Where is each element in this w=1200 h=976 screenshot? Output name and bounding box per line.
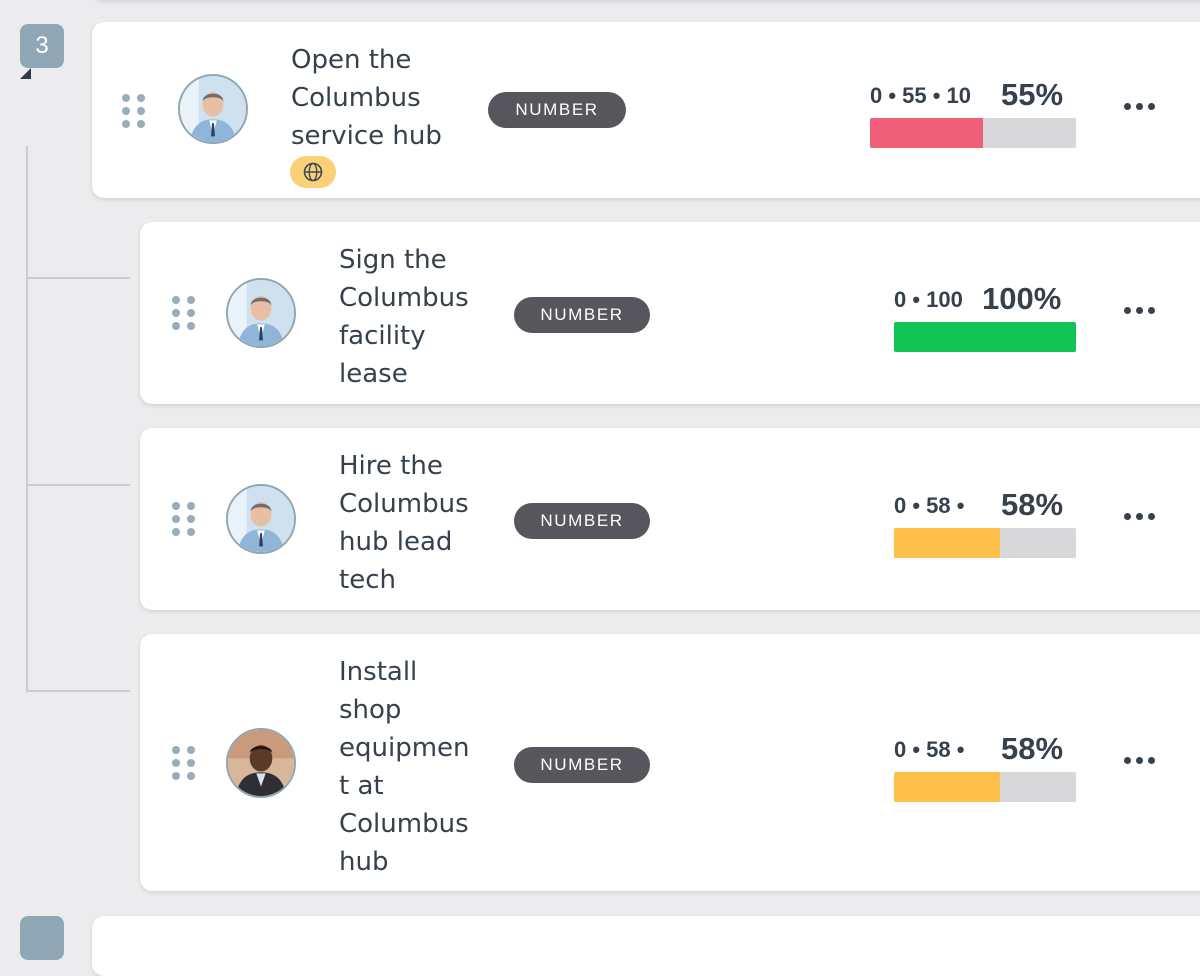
subgoal-title-line: equipmen	[339, 733, 470, 763]
progress-range: 0 • 100	[894, 287, 963, 312]
progress-bar[interactable]	[870, 118, 1076, 148]
owner-avatar[interactable]	[226, 278, 296, 348]
subgoal-card[interactable]	[140, 222, 1200, 404]
subgoal-title-line: hub lead	[339, 527, 453, 557]
subgoal-title-line: Columbus	[339, 489, 469, 519]
public-visibility-badge[interactable]	[290, 156, 336, 188]
tree-branch	[26, 277, 130, 279]
more-options-icon[interactable]	[1124, 513, 1155, 520]
progress-range: 0 • 58 •	[894, 737, 965, 762]
owner-avatar[interactable]	[226, 728, 296, 798]
owner-avatar[interactable]	[226, 484, 296, 554]
progress-percent: 55%	[1001, 77, 1064, 112]
subgoal-title-line: tech	[339, 565, 396, 595]
subgoal-title-line: t at	[339, 771, 384, 801]
progress-bar[interactable]	[894, 772, 1076, 802]
drag-handle-icon[interactable]	[172, 746, 195, 780]
subgoal-title-line: Hire the	[339, 451, 443, 481]
progress-bar-fill	[894, 322, 1076, 352]
progress-range: 0 • 58 •	[894, 493, 965, 518]
subgoal-title[interactable]: Sign the Columbus facility lease	[339, 241, 469, 393]
subgoal-title-line: Columbus	[339, 283, 469, 313]
subgoal-title[interactable]: Install shop equipmen t at Columbus hub	[339, 653, 470, 881]
metric-type-pill: NUMBER	[488, 92, 626, 128]
metric-type-pill: NUMBER	[514, 503, 650, 539]
goal-title-line: Open the	[291, 45, 412, 75]
drag-handle-icon[interactable]	[122, 94, 145, 128]
next-card	[92, 916, 1200, 976]
drag-handle-icon[interactable]	[172, 502, 195, 536]
subgoal-card[interactable]	[140, 428, 1200, 610]
globe-icon	[303, 162, 323, 182]
metric-type-pill: NUMBER	[514, 297, 650, 333]
progress-bar[interactable]	[894, 322, 1076, 352]
subgoal-title-line: Sign the	[339, 245, 447, 275]
progress-bar-fill	[870, 118, 984, 148]
goal-title[interactable]: Open the Columbus service hub	[291, 41, 442, 155]
progress-percent: 100%	[982, 281, 1062, 316]
goal-card[interactable]	[92, 22, 1200, 198]
goal-title-line: Columbus	[291, 83, 421, 113]
drag-handle-icon[interactable]	[172, 296, 195, 330]
progress-bar-fill	[894, 772, 1000, 802]
tree-branch	[26, 690, 130, 692]
subgoal-title-line: Install	[339, 657, 418, 687]
tree-connector	[26, 146, 28, 692]
owner-avatar[interactable]	[178, 74, 248, 144]
item-number-badge[interactable]: 3	[20, 24, 64, 68]
subgoal-title-line: shop	[339, 695, 402, 725]
collapse-toggle-icon[interactable]	[20, 68, 31, 79]
more-options-icon[interactable]	[1124, 307, 1155, 314]
goal-title-line: service hub	[291, 121, 442, 151]
tree-branch	[26, 484, 130, 486]
progress-range: 0 • 55 • 10	[870, 83, 972, 108]
subgoal-title-line: lease	[339, 359, 408, 389]
subgoal-card[interactable]	[140, 634, 1200, 891]
subgoal-title-line: facility	[339, 321, 426, 351]
subgoal-title[interactable]: Hire the Columbus hub lead tech	[339, 447, 469, 599]
subgoal-title-line: hub	[339, 847, 389, 877]
metric-type-pill: NUMBER	[514, 747, 650, 783]
more-options-icon[interactable]	[1124, 103, 1155, 110]
next-number-badge[interactable]	[20, 916, 64, 960]
subgoal-title-line: Columbus	[339, 809, 469, 839]
progress-percent: 58%	[1001, 731, 1064, 766]
progress-bar-fill	[894, 528, 1000, 558]
progress-bar[interactable]	[894, 528, 1076, 558]
more-options-icon[interactable]	[1124, 757, 1155, 764]
progress-percent: 58%	[1001, 487, 1064, 522]
